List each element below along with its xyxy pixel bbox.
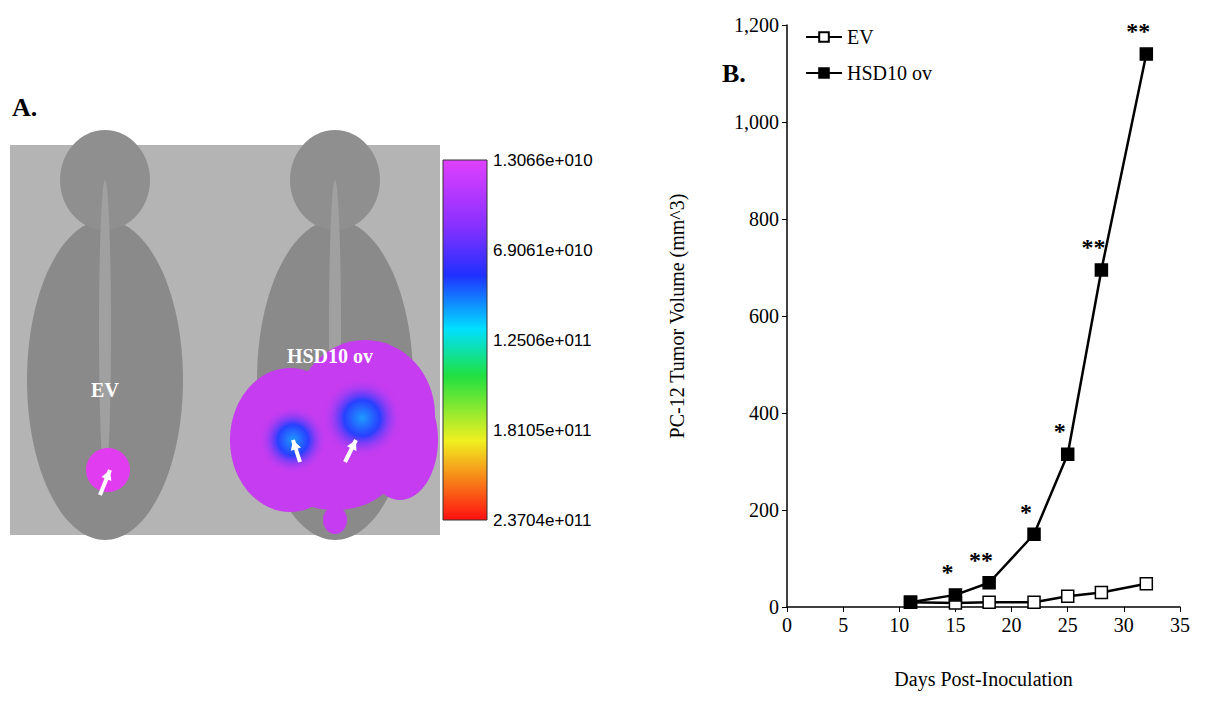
svg-text:**: ** xyxy=(969,547,993,573)
svg-text:5: 5 xyxy=(838,614,848,636)
svg-text:800: 800 xyxy=(749,208,779,230)
svg-text:**: ** xyxy=(1081,234,1105,260)
svg-text:1,000: 1,000 xyxy=(734,111,779,133)
svg-text:HSD10 ov: HSD10 ov xyxy=(287,345,373,367)
svg-text:EV: EV xyxy=(91,379,119,401)
svg-text:30: 30 xyxy=(1114,614,1134,636)
svg-text:B.: B. xyxy=(722,59,746,88)
svg-text:35: 35 xyxy=(1170,614,1190,636)
svg-text:0: 0 xyxy=(782,614,792,636)
svg-text:2.3704e+011: 2.3704e+011 xyxy=(493,511,591,530)
svg-text:*: * xyxy=(1020,499,1032,525)
svg-text:PC-12 Tumor Volume (mm^3): PC-12 Tumor Volume (mm^3) xyxy=(666,194,689,439)
svg-text:1.3066e+010: 1.3066e+010 xyxy=(493,151,593,170)
svg-text:EV: EV xyxy=(847,26,874,48)
svg-text:0: 0 xyxy=(769,596,779,618)
svg-text:20: 20 xyxy=(1002,614,1022,636)
svg-text:*: * xyxy=(941,559,953,585)
svg-text:600: 600 xyxy=(749,305,779,327)
svg-text:Days Post-Inoculation: Days Post-Inoculation xyxy=(894,668,1072,691)
svg-text:1.8105e+011: 1.8105e+011 xyxy=(493,421,591,440)
svg-text:6.9061e+010: 6.9061e+010 xyxy=(493,241,593,260)
svg-text:200: 200 xyxy=(749,499,779,521)
svg-text:25: 25 xyxy=(1058,614,1078,636)
svg-text:HSD10 ov: HSD10 ov xyxy=(847,62,932,84)
svg-text:*: * xyxy=(1054,418,1066,444)
svg-text:**: ** xyxy=(1126,18,1150,44)
svg-text:400: 400 xyxy=(749,402,779,424)
svg-text:15: 15 xyxy=(945,614,965,636)
svg-text:10: 10 xyxy=(889,614,909,636)
svg-text:1,200: 1,200 xyxy=(734,14,779,36)
svg-text:1.2506e+011: 1.2506e+011 xyxy=(493,331,591,350)
svg-text:A.: A. xyxy=(12,93,37,122)
